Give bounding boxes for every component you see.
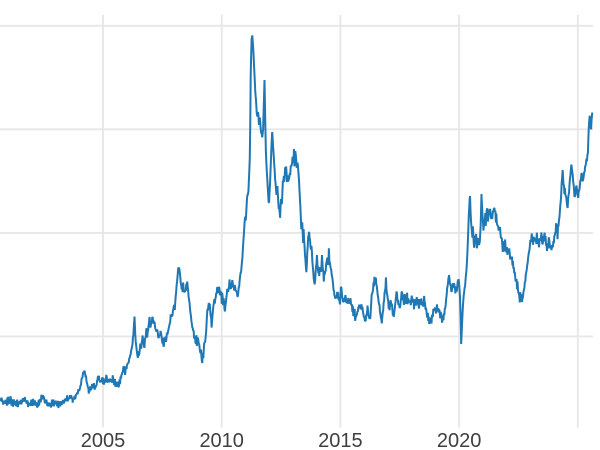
svg-text:2020: 2020	[437, 430, 482, 450]
svg-text:2005: 2005	[81, 430, 126, 450]
svg-text:2015: 2015	[318, 430, 363, 450]
svg-text:2010: 2010	[199, 430, 244, 450]
